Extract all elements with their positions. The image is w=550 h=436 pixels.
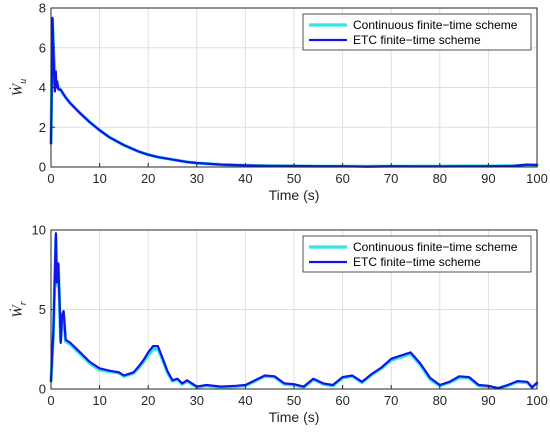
x-tick-label: 0 <box>47 171 54 186</box>
y-tick-label: 0 <box>39 382 46 397</box>
legend-label-2: ETC finite−time scheme <box>353 255 481 269</box>
legend-box <box>302 13 532 51</box>
x-tick-label: 40 <box>238 393 252 408</box>
x-tick-label: 10 <box>92 393 106 408</box>
y-tick-label: 4 <box>39 80 46 95</box>
x-tick-label: 70 <box>384 171 398 186</box>
x-tick-label: 20 <box>141 393 155 408</box>
y-axis-label: Ẇr <box>9 301 29 318</box>
y-tick-label: 6 <box>39 40 46 55</box>
x-tick-label: 90 <box>481 393 495 408</box>
x-tick-label: 20 <box>141 171 155 186</box>
legend-label-1: Continuous finite−time scheme <box>353 18 518 32</box>
y-tick-label: 2 <box>39 120 46 135</box>
legend-box <box>302 235 532 273</box>
y-tick-label: 0 <box>39 160 46 175</box>
x-tick-label: 90 <box>481 171 495 186</box>
x-tick-label: 100 <box>526 171 548 186</box>
x-tick-label: 0 <box>47 393 54 408</box>
y-tick-label: 5 <box>39 302 46 317</box>
legend-label-1: Continuous finite−time scheme <box>353 240 518 254</box>
series-line-2 <box>49 16 539 168</box>
y-axis-label: Ẇu <box>9 79 29 97</box>
x-tick-label: 80 <box>433 171 447 186</box>
x-tick-label: 100 <box>526 393 548 408</box>
x-axis-label: Time (s) <box>269 187 320 203</box>
x-tick-label: 60 <box>335 393 349 408</box>
x-tick-label: 40 <box>238 171 252 186</box>
x-tick-label: 70 <box>384 393 398 408</box>
x-tick-label: 50 <box>287 393 301 408</box>
x-tick-label: 30 <box>190 171 204 186</box>
x-tick-label: 80 <box>433 393 447 408</box>
chart-panel-2: 0 10 20 30 40 50 60 70 80 90 100 0 5 10 Time (s) Ẇr Cont… <box>9 223 548 426</box>
y-tick-label: 10 <box>32 223 46 238</box>
x-tick-label: 10 <box>92 171 106 186</box>
chart-panel-1: 0 10 20 30 40 50 60 70 80 90 100 0 2 4 6 8 Time (s) Ẇu Con… <box>9 1 548 204</box>
x-tick-label: 60 <box>335 171 349 186</box>
legend-label-2: ETC finite−time scheme <box>353 33 481 47</box>
series-line-2 <box>49 232 539 390</box>
x-axis-label: Time (s) <box>269 409 320 425</box>
x-tick-label: 50 <box>287 171 301 186</box>
y-tick-label: 8 <box>39 1 46 16</box>
x-tick-label: 30 <box>190 393 204 408</box>
